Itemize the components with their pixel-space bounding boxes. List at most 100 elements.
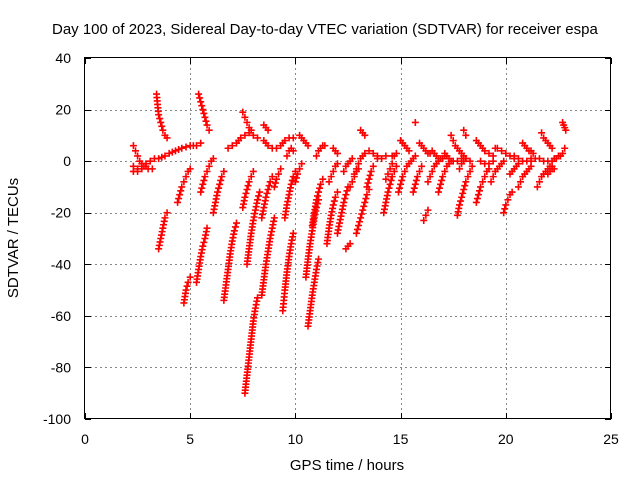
data-point — [199, 106, 207, 114]
data-point — [364, 179, 372, 187]
data-point — [500, 157, 508, 165]
data-point — [180, 178, 188, 186]
data-point — [146, 157, 154, 165]
data-point — [527, 162, 535, 170]
data-point — [263, 189, 271, 197]
data-point — [363, 191, 371, 199]
data-point — [466, 157, 474, 165]
plot-frame — [84, 57, 611, 419]
series-arc-51 — [416, 139, 434, 157]
data-point — [358, 210, 366, 218]
data-point — [420, 216, 428, 224]
data-point — [289, 147, 297, 155]
series-arc-22 — [270, 165, 285, 191]
data-point — [329, 201, 337, 209]
data-point — [182, 286, 190, 294]
series-arc-69 — [514, 162, 535, 191]
y-tick-label: 20 — [55, 102, 71, 118]
data-point — [485, 160, 493, 168]
data-point — [243, 118, 251, 126]
data-point — [161, 152, 169, 160]
data-point — [548, 144, 556, 152]
series-arc-40 — [352, 186, 373, 237]
data-point — [174, 198, 182, 206]
series-arc-71 — [527, 155, 556, 165]
data-point — [378, 155, 386, 163]
series-arc-15 — [239, 108, 255, 134]
series-arc-73 — [538, 129, 556, 152]
data-point — [186, 165, 194, 173]
data-point — [411, 118, 419, 126]
series-arc-34 — [329, 144, 341, 157]
data-point — [329, 167, 337, 175]
series-arc-77 — [561, 144, 569, 152]
data-point — [266, 178, 274, 186]
data-point — [413, 173, 421, 181]
data-point — [270, 183, 278, 191]
series-arc-04 — [153, 90, 171, 142]
data-point — [355, 160, 363, 168]
series-arc-75 — [550, 149, 567, 163]
data-point — [445, 155, 453, 163]
series-arc-03 — [129, 162, 150, 175]
series-arc-23 — [279, 229, 297, 315]
data-point — [176, 191, 184, 199]
series-arc-43 — [373, 152, 390, 163]
data-point — [271, 179, 279, 187]
data-point — [254, 196, 262, 204]
series-arc-20 — [260, 121, 272, 134]
data-point — [237, 134, 245, 142]
series-arc-52 — [420, 206, 432, 224]
data-point — [321, 142, 329, 150]
data-point — [325, 178, 333, 186]
data-point — [477, 157, 485, 165]
series-arc-35 — [333, 183, 352, 237]
data-point — [198, 102, 206, 110]
data-point — [197, 139, 205, 147]
data-point — [193, 142, 201, 150]
data-point — [397, 180, 405, 188]
data-point — [312, 196, 320, 204]
series-arc-39 — [350, 147, 381, 178]
data-point — [155, 155, 163, 163]
series-arc-13 — [224, 129, 262, 152]
data-point — [439, 173, 447, 181]
data-point — [313, 192, 321, 200]
y-axis-label: SDTVAR / TECUs — [5, 178, 22, 298]
data-point — [254, 294, 262, 302]
series-arc-07 — [180, 273, 194, 307]
data-point — [315, 188, 323, 196]
data-point — [456, 165, 464, 173]
data-point — [200, 238, 208, 246]
data-point — [264, 142, 272, 150]
data-point — [346, 183, 354, 191]
series-arc-21 — [260, 134, 297, 152]
data-point — [217, 176, 225, 184]
data-point — [359, 206, 367, 214]
data-point — [178, 144, 186, 152]
series-arc-18 — [258, 173, 276, 222]
series-arc-31 — [312, 142, 329, 160]
data-point — [333, 149, 341, 157]
x-axis-label: GPS time / hours — [290, 457, 404, 474]
data-point — [148, 165, 156, 173]
data-point — [168, 148, 176, 156]
data-point — [134, 167, 142, 175]
data-point — [477, 183, 485, 191]
series-arc-46 — [388, 149, 400, 160]
data-point — [196, 94, 204, 102]
data-point — [356, 218, 364, 226]
data-point — [177, 187, 185, 195]
data-point — [277, 165, 285, 173]
series-arc-60 — [460, 126, 470, 139]
series-arc-56 — [441, 149, 474, 165]
data-point — [468, 162, 476, 170]
series-arc-74 — [544, 165, 558, 178]
data-point — [289, 134, 297, 142]
data-point — [479, 178, 487, 186]
data-point — [438, 176, 446, 184]
data-point — [161, 214, 169, 222]
data-point — [489, 157, 497, 165]
data-point — [163, 209, 171, 217]
data-point — [462, 131, 470, 139]
